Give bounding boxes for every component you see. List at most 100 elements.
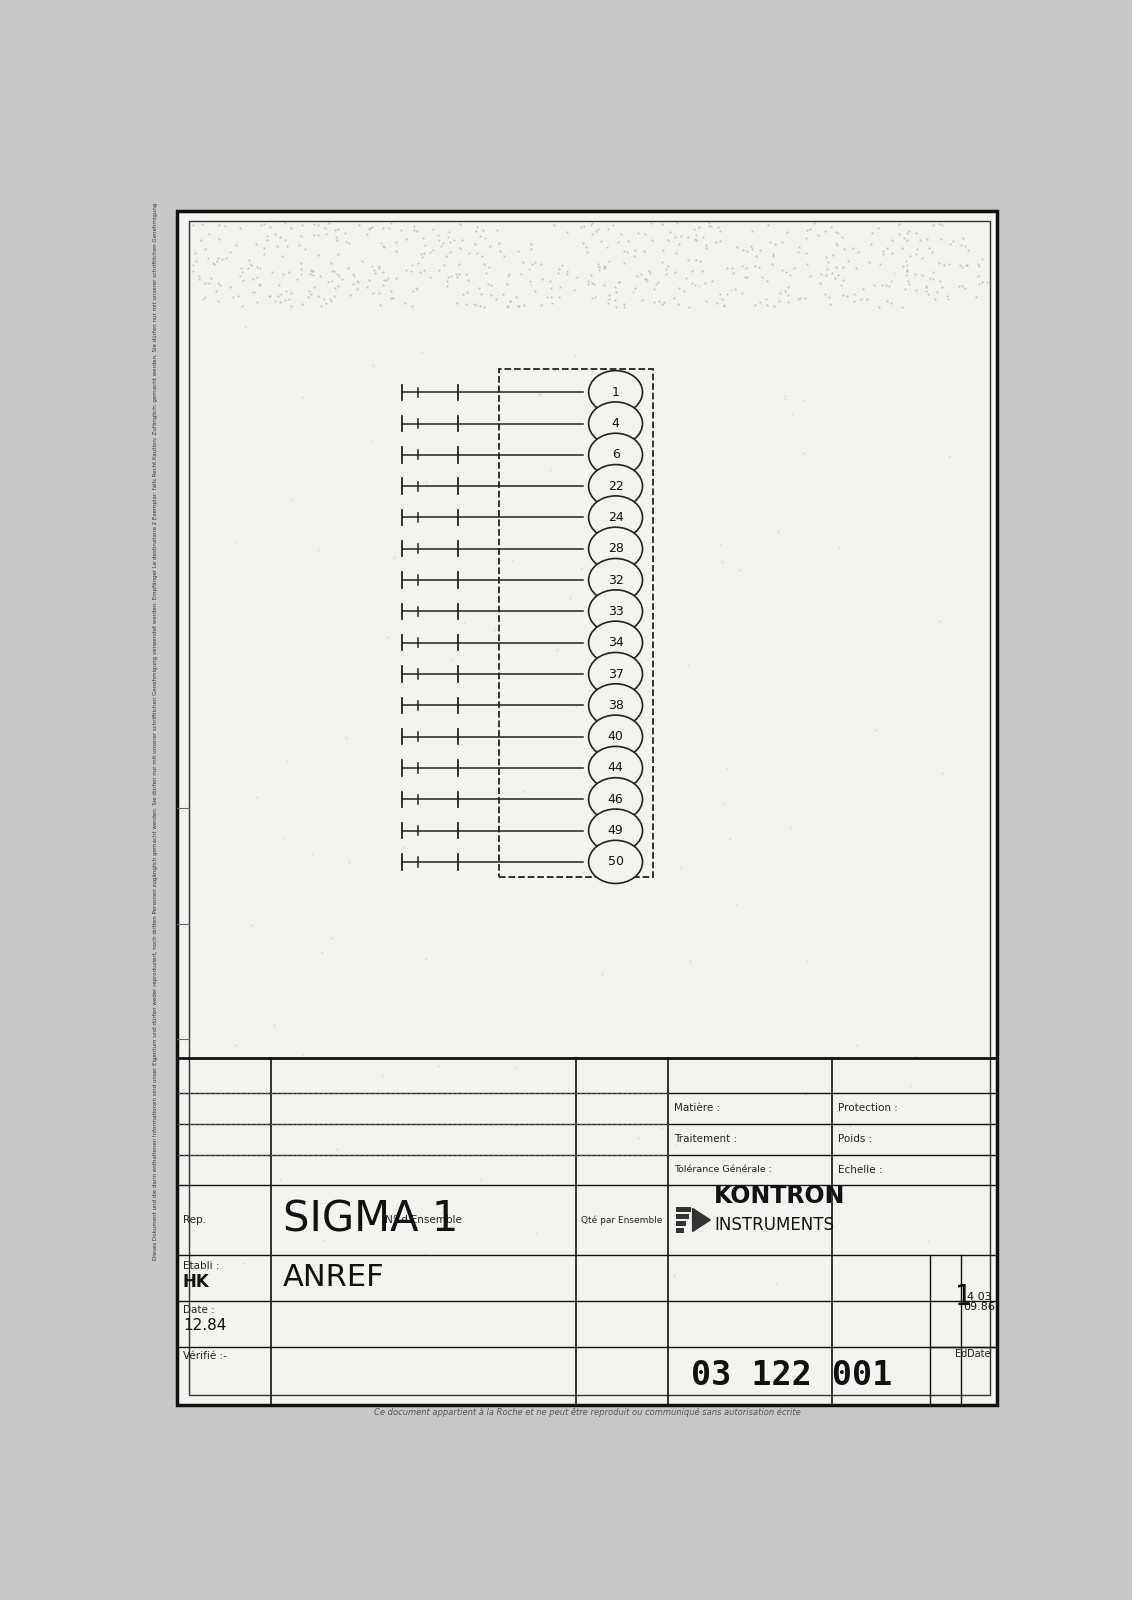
Text: 40: 40 <box>608 730 624 742</box>
Ellipse shape <box>589 621 643 664</box>
Point <box>919 282 937 307</box>
Point <box>679 248 697 274</box>
Point <box>440 219 458 245</box>
Point <box>821 291 839 317</box>
Point <box>480 254 498 280</box>
Point <box>648 270 666 296</box>
Point <box>925 259 943 285</box>
Point <box>953 254 971 280</box>
Point <box>305 211 323 237</box>
Text: 12.84: 12.84 <box>183 1318 226 1333</box>
Point <box>595 256 614 282</box>
Text: Dieses Dokument und die darin enthaltenen Informationen sind unser Eigentum und : Dieses Dokument und die darin enthaltene… <box>153 202 158 1259</box>
Point <box>340 850 358 875</box>
Point <box>917 278 935 304</box>
Point <box>360 216 378 242</box>
Point <box>303 842 321 867</box>
Point <box>265 1013 283 1038</box>
Point <box>293 291 311 317</box>
Point <box>276 227 294 253</box>
Point <box>711 282 729 307</box>
Point <box>737 254 755 280</box>
Point <box>598 234 616 259</box>
Point <box>883 227 901 253</box>
Point <box>671 854 689 880</box>
Point <box>849 238 867 264</box>
Point <box>794 440 812 466</box>
Point <box>619 227 637 253</box>
Point <box>457 261 475 286</box>
Point <box>583 210 601 235</box>
Point <box>932 267 950 293</box>
Point <box>697 288 715 314</box>
Point <box>798 251 816 277</box>
Point <box>680 294 698 320</box>
Point <box>205 250 223 275</box>
Point <box>482 272 500 298</box>
Point <box>326 218 344 243</box>
Point <box>599 216 617 242</box>
Point <box>756 286 774 312</box>
Point <box>933 213 951 238</box>
Point <box>784 256 803 282</box>
Point <box>779 274 797 299</box>
Point <box>643 227 661 253</box>
Point <box>645 277 663 302</box>
Point <box>363 214 381 240</box>
Point <box>264 259 282 285</box>
Point <box>212 272 230 298</box>
Point <box>933 760 951 786</box>
Point <box>599 290 617 315</box>
Point <box>255 242 273 267</box>
Point <box>361 214 379 240</box>
Point <box>907 242 925 267</box>
Point <box>912 262 931 288</box>
Point <box>765 293 783 318</box>
Point <box>664 285 683 310</box>
Text: Qté par Ensemble: Qté par Ensemble <box>581 1216 662 1224</box>
Point <box>468 291 486 317</box>
Text: 1: 1 <box>954 1283 972 1310</box>
Point <box>209 213 228 238</box>
Point <box>812 270 830 296</box>
Polygon shape <box>693 1208 710 1232</box>
Point <box>816 282 834 307</box>
Point <box>796 1082 814 1107</box>
Point <box>900 270 918 296</box>
Point <box>600 286 618 312</box>
Point <box>239 254 257 280</box>
Ellipse shape <box>589 840 643 883</box>
Point <box>471 293 489 318</box>
Point <box>299 285 317 310</box>
Point <box>589 251 607 277</box>
Point <box>847 1032 865 1058</box>
Point <box>408 219 426 245</box>
Point <box>861 230 880 256</box>
Point <box>928 280 946 306</box>
Point <box>317 221 335 246</box>
Point <box>899 253 917 278</box>
Point <box>607 294 625 320</box>
Point <box>470 275 488 301</box>
Point <box>192 227 211 253</box>
Point <box>522 237 540 262</box>
Point <box>195 286 213 312</box>
Point <box>953 274 971 299</box>
Ellipse shape <box>589 778 643 821</box>
Point <box>669 291 687 317</box>
Point <box>871 294 889 320</box>
Point <box>743 234 761 259</box>
Point <box>438 274 456 299</box>
Point <box>531 382 549 408</box>
Point <box>790 285 808 310</box>
Point <box>764 243 782 269</box>
Point <box>234 1250 252 1275</box>
Ellipse shape <box>589 590 643 634</box>
Point <box>294 1042 312 1067</box>
Point <box>906 261 924 286</box>
Point <box>711 227 729 253</box>
Point <box>199 245 217 270</box>
Point <box>715 291 734 317</box>
Point <box>626 237 644 262</box>
Point <box>309 242 327 267</box>
